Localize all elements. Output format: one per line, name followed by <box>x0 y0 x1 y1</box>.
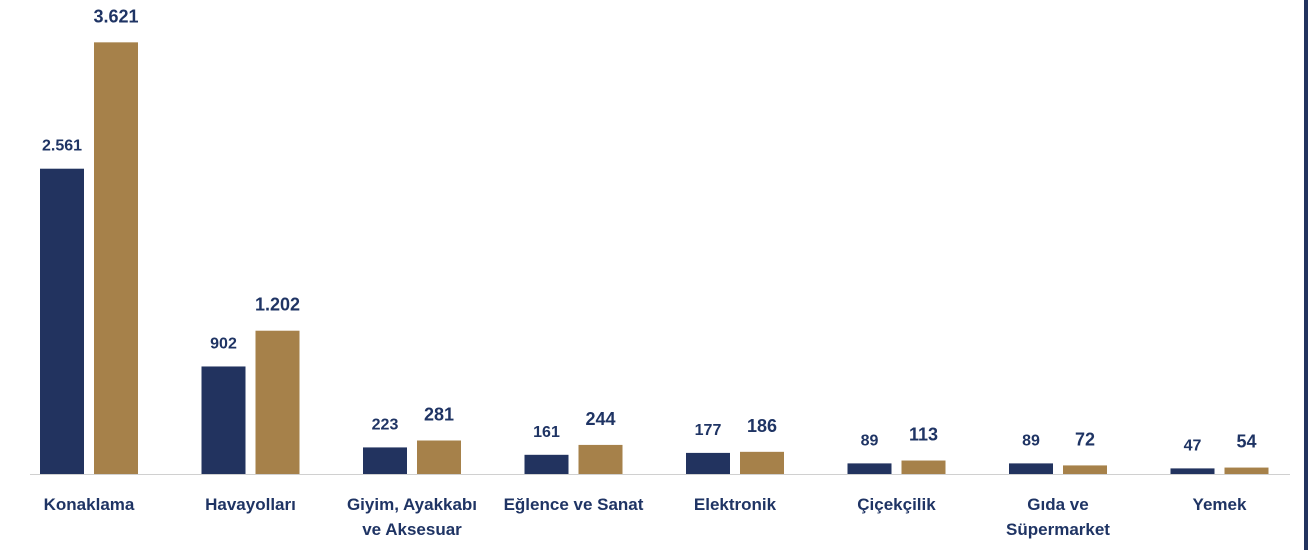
x-tick-label: Havayolları <box>205 495 296 514</box>
data-label: 113 <box>909 425 938 445</box>
bar <box>1224 467 1269 474</box>
x-tick-label: Elektronik <box>693 495 777 514</box>
data-label: 89 <box>1022 432 1040 449</box>
bar <box>686 452 730 474</box>
edge-bar <box>1304 0 1308 550</box>
data-label: 186 <box>747 416 777 436</box>
data-label: 281 <box>424 405 454 425</box>
data-label: 72 <box>1075 429 1095 449</box>
data-label: 161 <box>533 424 560 441</box>
data-label: 3.621 <box>93 6 138 26</box>
bar <box>901 460 946 474</box>
data-label: 2.561 <box>42 138 82 155</box>
bar <box>40 168 84 474</box>
data-label: 54 <box>1236 432 1256 452</box>
data-label: 89 <box>861 432 879 449</box>
data-label: 47 <box>1184 437 1202 454</box>
bar <box>1009 463 1053 474</box>
x-tick-label: Eğlence ve Sanat <box>503 495 644 514</box>
data-label: 177 <box>695 422 722 439</box>
bar <box>847 463 892 474</box>
bar <box>740 451 784 474</box>
bar <box>417 440 461 474</box>
bar <box>524 454 569 474</box>
bar <box>201 366 246 474</box>
data-label: 223 <box>372 416 399 433</box>
data-label: 244 <box>585 409 615 429</box>
bar <box>363 447 407 474</box>
bar <box>94 42 138 474</box>
bar <box>1063 465 1107 474</box>
x-tick-label: Çiçekçilik <box>857 495 936 514</box>
x-tick-label: Gıda ve Süpermarket <box>1006 495 1110 539</box>
bar <box>1170 468 1215 474</box>
bar <box>255 330 300 474</box>
data-label: 902 <box>210 335 237 352</box>
data-label: 1.202 <box>255 295 300 315</box>
bar <box>578 444 623 474</box>
x-tick-label: Giyim, Ayakkabı ve Aksesuar <box>346 495 478 539</box>
x-tick-label: Konaklama <box>43 495 135 514</box>
x-tick-label: Yemek <box>1192 495 1247 514</box>
